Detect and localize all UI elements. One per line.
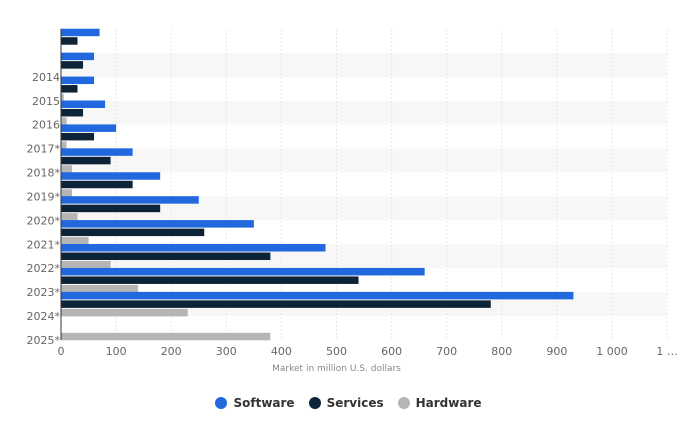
bar-software [61, 172, 161, 180]
x-tick-label: 200 [161, 345, 182, 358]
x-tick-label: 700 [436, 345, 457, 358]
bar-hardware [61, 237, 89, 245]
row-band [61, 196, 666, 221]
legend-item-services[interactable]: Services [308, 396, 384, 410]
bar-services [61, 300, 491, 308]
x-tick-label: 800 [491, 345, 512, 358]
y-tick-label: 2018* [27, 167, 61, 180]
y-tick-label: 2022* [27, 262, 61, 275]
legend-marker [215, 397, 228, 409]
legend-marker [308, 397, 321, 409]
bar-services [61, 204, 161, 213]
x-axis-labels: 0 100 200 300 400 500 600 700 800 900 1 000 1 … [58, 345, 678, 358]
bar-hardware [61, 332, 271, 341]
bar-services [61, 276, 359, 284]
bar-services [61, 252, 271, 261]
y-tick-label: 2016 [32, 119, 60, 132]
bar-hardware [61, 141, 67, 149]
row-band [61, 148, 666, 173]
bar-services [61, 61, 84, 69]
bar-software [61, 100, 106, 108]
row-band [61, 100, 666, 125]
bar-software [61, 291, 574, 300]
bar-hardware [61, 93, 64, 102]
legend-item-hardware[interactable]: Hardware [397, 396, 482, 410]
x-tick-label: 1 000 [596, 345, 628, 358]
bar-services [61, 228, 205, 237]
x-tick-label: 1 … [656, 345, 678, 358]
y-tick-label: 2023* [27, 286, 61, 299]
x-tick-label: 300 [216, 345, 237, 358]
bar-software [61, 196, 199, 204]
bar-hardware [61, 308, 188, 317]
y-tick-label: 2024* [27, 310, 61, 323]
bar-services [61, 85, 78, 93]
x-tick-label: 900 [546, 345, 567, 358]
legend-label: Services [326, 396, 384, 410]
y-tick-label: 2025* [27, 334, 61, 347]
legend-marker [397, 397, 410, 409]
bars [61, 28, 574, 341]
x-tick-label: 100 [106, 345, 127, 358]
row-band [61, 52, 666, 77]
bar-software [61, 76, 95, 85]
legend: Software Services Hardware [0, 396, 697, 410]
x-tick-label: 600 [381, 345, 402, 358]
bar-software [61, 244, 326, 252]
bar-software [61, 52, 95, 61]
y-tick-label: 2019* [27, 190, 61, 203]
bar-software [61, 28, 100, 37]
bar-hardware [61, 284, 139, 293]
legend-item-software[interactable]: Software [215, 396, 295, 410]
x-axis-title: Market in million U.S. dollars [272, 364, 401, 374]
bar-software [61, 148, 133, 156]
bar-software [61, 267, 425, 276]
bar-services [61, 108, 84, 117]
bar-hardware [61, 261, 111, 269]
y-tick-label: 2014 [32, 71, 60, 84]
x-tick-label: 500 [326, 345, 347, 358]
bar-hardware [61, 189, 73, 197]
bar-services [61, 132, 95, 141]
x-tick-label: 0 [58, 345, 65, 358]
y-axis-labels: 2014 2015 2016 2017* 2018* 2019* 2020* 2021* 202… [27, 71, 61, 347]
legend-label: Hardware [415, 396, 482, 410]
x-tick-label: 400 [271, 345, 292, 358]
bar-hardware [61, 213, 78, 221]
bar-hardware [61, 165, 73, 173]
bar-hardware [61, 117, 67, 125]
y-tick-label: 2015 [32, 95, 60, 108]
y-tick-label: 2017* [27, 143, 61, 156]
y-tick-label: 2020* [27, 214, 61, 227]
bar-services [61, 180, 133, 189]
bar-software [61, 220, 254, 228]
bar-services [61, 37, 78, 45]
bar-services [61, 156, 111, 165]
bar-software [61, 124, 117, 132]
y-tick-label: 2021* [27, 238, 61, 251]
legend-label: Software [233, 396, 295, 410]
